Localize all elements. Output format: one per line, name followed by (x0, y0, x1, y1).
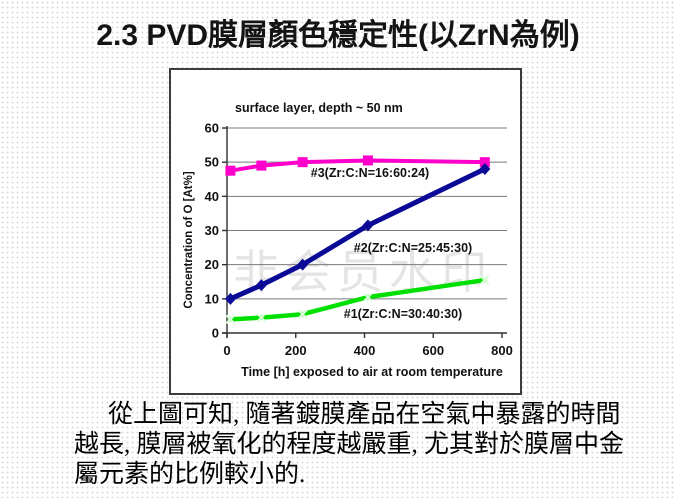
series-2: #2(Zr:C:N=25:45:30) (224, 163, 491, 305)
x-marker (480, 275, 490, 285)
y-tick-label: 20 (205, 257, 219, 272)
diamond-marker (224, 292, 236, 305)
caption-line-1: 從上圖可知, 隨著鍍膜產品在空氣中暴露的時間 (108, 401, 621, 428)
x-tick-label: 400 (354, 343, 376, 358)
series-1: #3(Zr:C:N=16:60:24) (225, 155, 490, 180)
x-tick-label: 600 (422, 343, 444, 358)
diamond-marker (255, 279, 267, 292)
square-marker (256, 160, 267, 171)
gridlines (227, 127, 507, 300)
y-tick-label: 30 (205, 223, 219, 238)
x-axis-title: Time [h] exposed to air at room temperat… (241, 365, 503, 379)
x-marker (297, 309, 308, 319)
x-marker (363, 292, 373, 302)
caption-paragraph: 從上圖可知, 隨著鍍膜產品在空氣中暴露的時間 越長, 膜層被氧化的程度越嚴重, … (74, 400, 656, 490)
chart-title: surface layer, depth ~ 50 nm (235, 101, 403, 115)
page-title: 2.3 PVD膜層顏色穩定性(以ZrN為例) (96, 19, 580, 52)
series-3: #1(Zr:C:N=30:40:30) (225, 275, 490, 325)
watermark-text: 非会员水印 (233, 245, 493, 299)
x-marker (225, 314, 236, 325)
square-marker (225, 165, 236, 176)
caption-line-2: 越長, 膜層被氧化的程度越嚴重, 尤其對於膜層中金 (74, 431, 625, 458)
y-tick-label: 60 (205, 121, 219, 136)
chart-panel: 非会员水印 0 10 20 30 40 50 60 0 200 400 600 800 surface … (169, 68, 522, 395)
square-marker (362, 155, 373, 166)
series-annotation: #1(Zr:C:N=30:40:30) (344, 307, 462, 321)
y-tick-label: 50 (205, 155, 219, 170)
y-axis-title: Concentration of O [At%] (183, 171, 195, 309)
square-marker (479, 157, 490, 168)
x-tick-label: 800 (491, 343, 513, 358)
diamond-marker (479, 163, 491, 175)
series-annotation: #2(Zr:C:N=25:45:30) (354, 241, 472, 255)
x-tick-label: 200 (285, 343, 307, 358)
x-tick-label: 0 (223, 343, 230, 358)
diamond-marker (362, 219, 374, 232)
y-tick-label: 40 (205, 189, 219, 204)
square-marker (297, 157, 308, 168)
y-tick-label: 0 (212, 326, 219, 341)
diamond-marker (297, 258, 309, 271)
caption-line-3: 屬元素的比例較小的. (74, 461, 306, 488)
series-annotation: #3(Zr:C:N=16:60:24) (311, 166, 429, 180)
x-marker (256, 312, 267, 323)
y-tick-label: 10 (205, 291, 219, 306)
